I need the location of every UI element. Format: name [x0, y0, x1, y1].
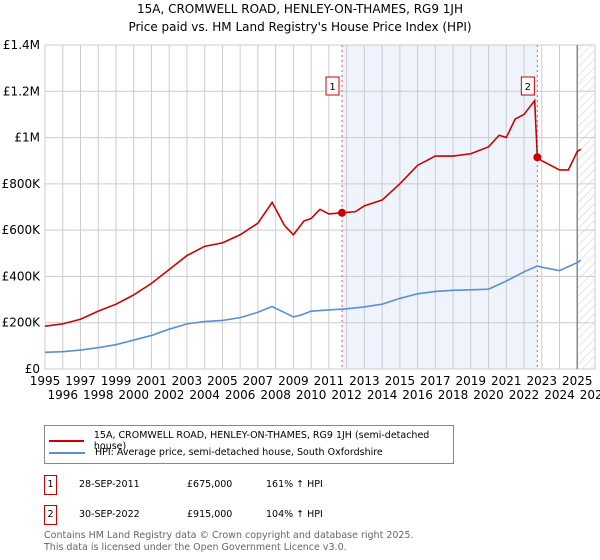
- x-tick-label: 2009: [278, 374, 309, 388]
- forecast-hatch: [577, 45, 595, 369]
- x-tick-label: 1996: [47, 388, 78, 402]
- y-tick-label: £0: [25, 362, 40, 376]
- y-tick-label: £400K: [2, 269, 42, 283]
- x-tick-label: 2012: [331, 388, 362, 402]
- x-tick-label: 1997: [65, 374, 96, 388]
- sale-period-shade: [342, 45, 538, 369]
- price-chart: 1995199619971998199920002001200220032004…: [2, 38, 600, 402]
- sale-badge: 2: [44, 505, 57, 525]
- sale-date: 28-SEP-2011: [79, 479, 140, 490]
- sale-point: [533, 153, 542, 162]
- sale-row: 1 28-SEP-2011 £675,000 161% ↑ HPI: [44, 475, 544, 497]
- chart-subtitle: Price paid vs. HM Land Registry's House …: [128, 20, 472, 34]
- x-tick-label: 2020: [473, 388, 504, 402]
- sale-hpi: 104% ↑ HPI: [266, 509, 323, 520]
- chart-title: 15A, CROMWELL ROAD, HENLEY-ON-THAMES, RG…: [136, 2, 463, 16]
- sale-row: 2 30-SEP-2022 £915,000 104% ↑ HPI: [44, 505, 544, 527]
- x-tick-label: 1995: [30, 374, 61, 388]
- legend-swatch-blue: [49, 451, 85, 454]
- legend-hpi: HPI: Average price, semi-detached house,…: [95, 447, 383, 458]
- sale-point: [338, 208, 346, 217]
- legend-property: 15A, CROMWELL ROAD, HENLEY-ON-THAMES, RG…: [93, 430, 430, 452]
- sale-badge: 1: [44, 475, 57, 495]
- y-tick-label: £200K: [2, 316, 42, 330]
- x-tick-label: 1999: [101, 374, 132, 388]
- x-tick-label: 2021: [491, 374, 522, 388]
- sale-hpi: 161% ↑ HPI: [266, 479, 323, 490]
- x-tick-label: 2023: [527, 374, 558, 388]
- x-tick-label: 2007: [243, 374, 274, 388]
- x-tick-label: 2005: [207, 374, 238, 388]
- x-tick-label: 2006: [225, 388, 256, 402]
- x-tick-label: 2016: [402, 388, 433, 402]
- sale-price: £915,000: [187, 509, 233, 520]
- x-tick-label: 2017: [420, 374, 451, 388]
- series-line: [44, 259, 582, 354]
- y-tick-label: £1M: [14, 131, 40, 145]
- x-tick-label: 2002: [154, 388, 185, 402]
- footer-line: Contains HM Land Registry data © Crown c…: [44, 530, 414, 541]
- sale-price: £675,000: [187, 479, 233, 490]
- x-tick-label: 2026: [580, 388, 600, 402]
- sale-date: 30-SEP-2022: [79, 509, 140, 520]
- x-tick-label: 2003: [172, 374, 203, 388]
- x-tick-label: 2015: [385, 374, 416, 388]
- x-tick-label: 2022: [509, 388, 540, 402]
- sale-label: 2: [525, 82, 531, 93]
- sale-label-box: [325, 76, 340, 96]
- x-tick-label: 2001: [136, 374, 167, 388]
- x-tick-label: 2000: [118, 388, 149, 402]
- x-tick-label: 2014: [367, 388, 398, 402]
- x-tick-label: 2013: [349, 374, 380, 388]
- y-tick-label: £800K: [2, 177, 42, 191]
- x-tick-label: 2010: [296, 388, 327, 402]
- legend: 15A, CROMWELL ROAD, HENLEY-ON-THAMES, RG…: [44, 425, 454, 464]
- x-tick-label: 2011: [314, 374, 345, 388]
- footer: Contains HM Land Registry data © Crown c…: [44, 530, 414, 554]
- x-tick-label: 2024: [544, 388, 575, 402]
- legend-swatch-red: [49, 440, 84, 442]
- y-tick-label: £1.4M: [3, 38, 40, 52]
- sale-label: 1: [329, 82, 335, 93]
- x-tick-label: 2018: [438, 388, 469, 402]
- sale-label-box: [520, 76, 535, 96]
- x-tick-label: 2019: [456, 374, 487, 388]
- y-tick-label: £600K: [2, 223, 42, 237]
- footer-line: This data is licensed under the Open Gov…: [44, 542, 347, 553]
- x-tick-label: 2008: [260, 388, 291, 402]
- y-tick-label: £1.2M: [3, 84, 40, 98]
- x-tick-label: 2004: [189, 388, 220, 402]
- x-tick-label: 1998: [83, 388, 114, 402]
- x-tick-label: 2025: [562, 374, 593, 388]
